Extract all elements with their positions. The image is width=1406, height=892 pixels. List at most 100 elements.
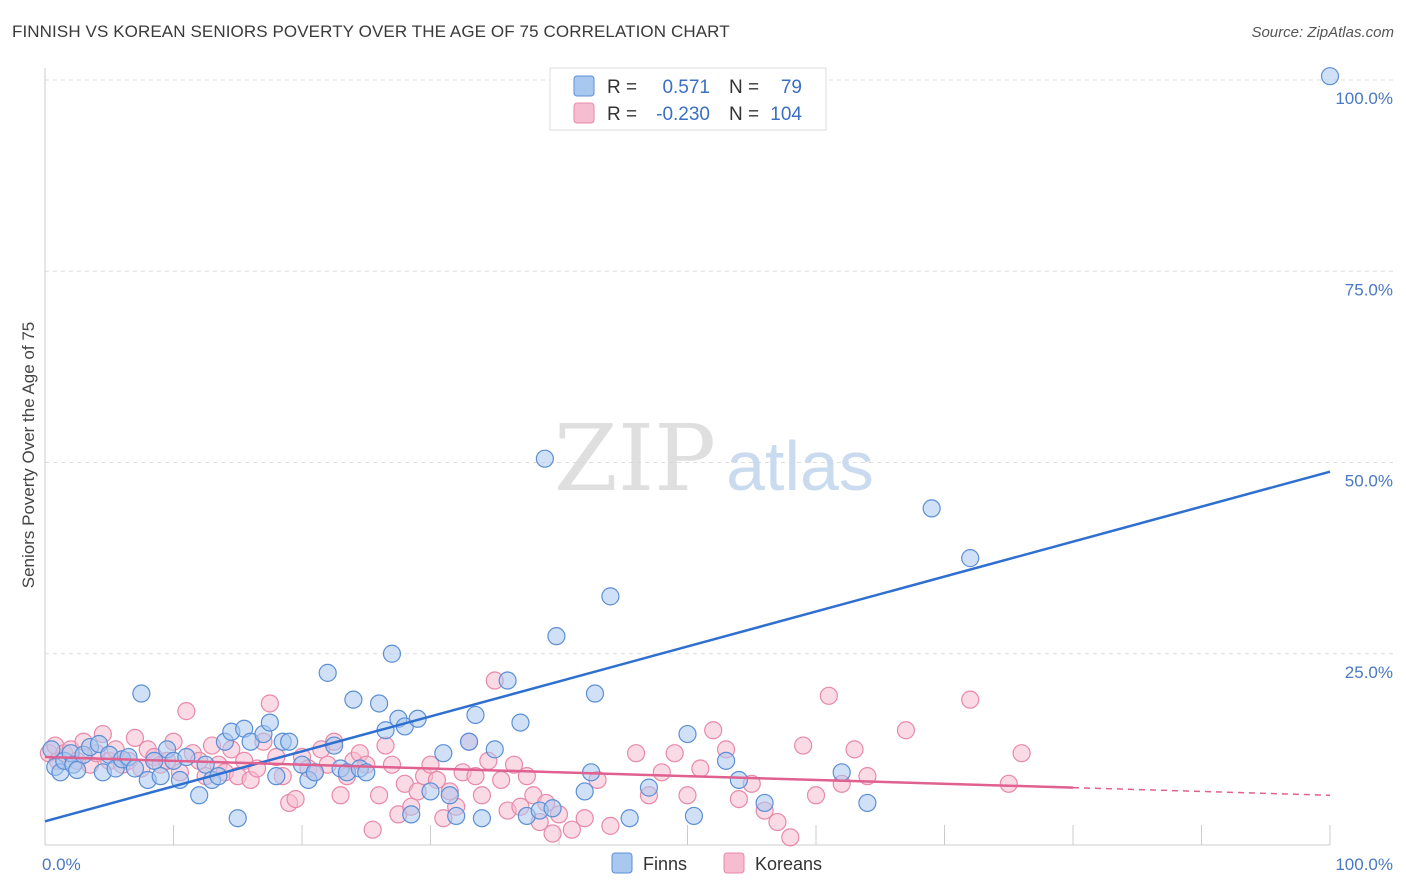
source-label: Source: ZipAtlas.com: [1251, 24, 1394, 41]
koreans-point-91: [704, 721, 723, 740]
finns-point-62: [485, 740, 504, 759]
koreans-point-52: [370, 786, 389, 805]
finns-point-23: [177, 747, 196, 767]
koreans-point-79: [543, 824, 562, 843]
legend: R = 0.571 N = 79 R = -0.230 N = 104: [549, 67, 827, 131]
koreans-point-99: [806, 786, 826, 805]
y-tick-label-0: 25.0%: [1345, 663, 1393, 682]
koreans-point-106: [999, 774, 1018, 793]
finns-point-30: [228, 809, 247, 828]
finns-point-82: [858, 793, 877, 813]
finns-point-50: [382, 644, 402, 663]
koreans-point-54: [382, 755, 402, 774]
chart-title: FINNISH VS KOREAN SENIORS POVERTY OVER T…: [12, 22, 730, 41]
finns-point-35: [267, 767, 286, 786]
finns-point-78: [716, 751, 736, 770]
legend-r-label-finns: R =: [607, 77, 637, 98]
koreans-point-96: [768, 812, 787, 832]
finns-point-16: [132, 684, 151, 703]
finns-point-85: [1320, 67, 1340, 86]
bottom-legend-label-koreans: Koreans: [755, 854, 822, 874]
koreans-point-67: [466, 767, 485, 786]
koreans-point-81: [562, 820, 581, 839]
finns-point-37: [280, 732, 299, 751]
koreans-point-105: [961, 690, 980, 709]
series-finns: [42, 67, 1340, 828]
koreans-point-98: [794, 736, 813, 755]
koreans-trend-line-extension: [1072, 786, 1331, 797]
finns-point-25: [196, 755, 215, 774]
finns-point-45: [344, 690, 363, 709]
finns-point-41: [318, 663, 337, 682]
legend-r-label-koreans: R =: [607, 104, 637, 125]
finns-point-47: [357, 763, 376, 782]
koreans-point-85: [626, 744, 646, 763]
koreans-point-14: [125, 728, 145, 748]
finns-point-19: [151, 767, 170, 786]
y-tick-label-3: 100.0%: [1335, 89, 1393, 108]
koreans-point-87: [652, 763, 671, 782]
koreans-point-102: [845, 740, 864, 759]
koreans-point-35: [260, 694, 279, 713]
finns-point-60: [466, 705, 485, 725]
finns-point-64: [511, 713, 530, 732]
grid-lines: [45, 79, 1395, 655]
finns-point-76: [678, 724, 697, 744]
watermark-atlas: atlas: [726, 427, 874, 505]
legend-n-value-koreans: 104: [770, 104, 802, 125]
finns-point-74: [620, 809, 639, 828]
finns-point-53: [402, 805, 421, 824]
legend-n-label-finns: N =: [729, 77, 759, 98]
y-axis-title: Seniors Poverty Over the Age of 75: [19, 322, 38, 588]
bottom-legend-label-finns: Finns: [643, 854, 687, 874]
koreans-point-88: [665, 744, 684, 763]
bottom-legend: Finns Koreans: [611, 852, 822, 874]
koreans-point-84: [601, 816, 620, 835]
finns-point-68: [543, 799, 562, 818]
finns-point-67: [535, 449, 554, 468]
finns-point-42: [325, 736, 344, 755]
finns-point-57: [440, 786, 459, 805]
koreans-trend-line: [44, 755, 1074, 789]
koreans-point-107: [1012, 744, 1031, 763]
koreans-point-93: [729, 789, 749, 809]
koreans-point-82: [575, 809, 594, 828]
watermark-zip: ZIP: [554, 405, 716, 512]
bottom-legend-swatch-finns: [611, 852, 633, 874]
finns-point-34: [260, 713, 279, 732]
finns-point-6: [68, 760, 87, 780]
finns-point-69: [547, 627, 566, 646]
koreans-point-39: [286, 789, 305, 809]
legend-n-label-koreans: N =: [729, 104, 759, 125]
y-tick-label-2: 75.0%: [1345, 280, 1393, 299]
finns-point-72: [585, 684, 605, 703]
koreans-point-89: [678, 786, 697, 805]
finns-point-83: [922, 499, 941, 518]
koreans-point-22: [177, 702, 196, 721]
koreans-point-97: [781, 828, 800, 847]
x-tick-label-max: 100.0%: [1335, 855, 1393, 874]
finns-point-79: [729, 770, 749, 790]
koreans-point-71: [492, 770, 511, 790]
bottom-legend-swatch-koreans: [723, 852, 745, 874]
finns-point-55: [421, 782, 440, 801]
koreans-point-51: [363, 820, 382, 839]
finns-point-70: [575, 782, 594, 801]
koreans-point-73: [504, 755, 524, 774]
finns-point-61: [472, 809, 491, 828]
y-tick-label-1: 50.0%: [1345, 472, 1393, 491]
legend-box: [549, 67, 827, 131]
finns-point-59: [459, 732, 479, 751]
trend-lines: [44, 470, 1331, 823]
legend-swatch-koreans: [573, 102, 595, 124]
koreans-point-90: [691, 759, 710, 778]
koreans-point-53: [376, 736, 395, 755]
finns-point-56: [434, 744, 453, 763]
koreans-point-100: [819, 686, 838, 705]
koreans-point-104: [896, 721, 916, 740]
finns-point-80: [755, 793, 774, 813]
legend-n-value-finns: 79: [781, 77, 802, 98]
finns-point-63: [498, 671, 517, 690]
finns-point-24: [190, 786, 209, 805]
